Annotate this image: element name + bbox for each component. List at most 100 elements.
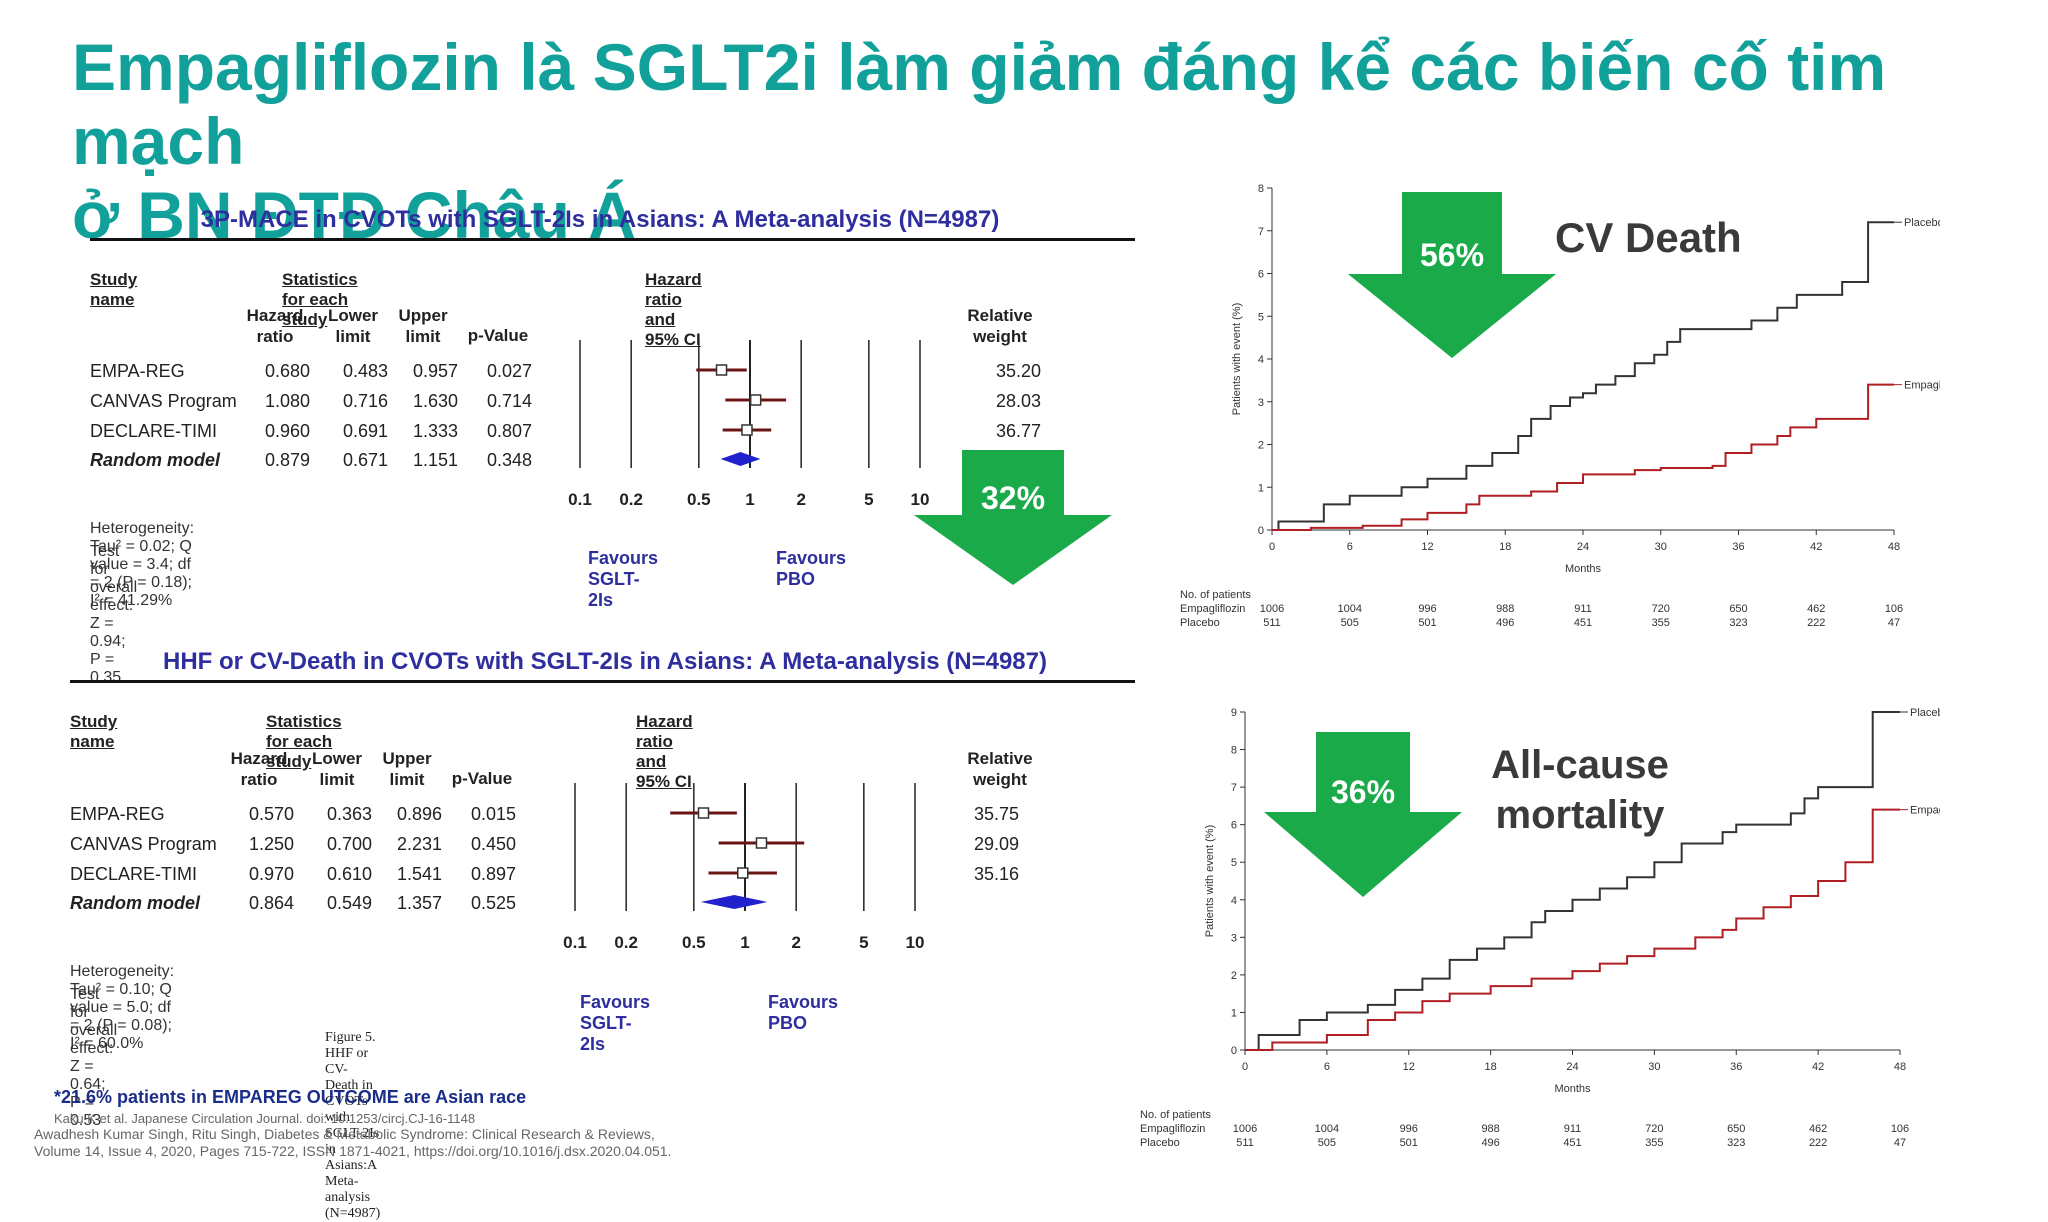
forest1-heterogeneity: Heterogeneity: Tau² = 0.02; Q value = 3.… [90,520,195,609]
forest2-row-hr: 0.970 [248,864,294,884]
forest1-row-p: 0.807 [486,421,532,441]
km2-title: All-cause mortality [1470,740,1690,840]
km-risk-value: 323 [1729,617,1747,629]
km-risk-value: 988 [1481,1123,1499,1135]
km-series-line-placebo [1245,711,1900,1051]
km-x-tick-label: 24 [1577,541,1589,553]
forest1-study-header: Study name [90,270,138,309]
forest-tick-label: 0.5 [682,933,706,952]
km-risk-value: 511 [1236,1137,1254,1149]
forest2-favours-right: Favours PBO [768,992,839,1033]
forest2-favours-left: Favours SGLT-2Is [580,992,651,1054]
km-risk-value: 451 [1563,1137,1581,1149]
km-y-tick-label: 7 [1258,226,1264,238]
forest-point-marker [741,424,753,436]
km-risk-value: 462 [1807,603,1825,615]
forest1-row-lower: 0.716 [342,391,388,411]
forest2-row-lower: 0.363 [326,804,372,824]
forest2-row-p: 0.015 [470,804,516,824]
forest2-col-hr-l1: Hazard [230,749,288,768]
km-y-tick-label: 8 [1258,183,1264,195]
forest1-row-weight: 35.20 [996,361,1042,381]
forest1-row-name: EMPA-REG [90,361,185,381]
forest1-row-lower: 0.671 [342,450,388,470]
forest2-col-weight: Relative weight [955,748,1045,790]
forest1-row-hr: 0.879 [264,450,310,470]
forest2-row-name: CANVAS Program [70,834,217,854]
km-x-tick-label: 18 [1499,541,1511,553]
down-arrow-icon [1348,192,1556,358]
km-risk-value: 505 [1341,617,1359,629]
km-risk-value: 911 [1574,603,1592,615]
forest1-col-upper-l2: limit [405,327,441,346]
km-risk-value: 911 [1564,1123,1582,1135]
km-x-tick-label: 6 [1324,1061,1330,1073]
forest-tick-label: 2 [791,933,800,952]
forest1-row-p: 0.027 [486,361,532,381]
forest1-row-name: Random model [90,450,221,470]
forest1-col-lower-l1: Lower [327,306,379,325]
forest-tick-label: 10 [911,490,930,509]
km-series-label: Placebo [1910,707,1940,719]
km-x-tick-label: 12 [1403,1061,1415,1073]
km-y-tick-label: 4 [1258,354,1264,366]
km-x-tick-label: 36 [1730,1061,1742,1073]
forest2-row-name: Random model [70,893,201,913]
km-risk-value: 720 [1645,1123,1663,1135]
forest1-col-p: p-Value [467,326,529,345]
km-x-tick-label: 6 [1347,541,1353,553]
km-risk-table-label: No. of patients [1140,1109,1211,1121]
km1-title: CV Death [1555,214,1742,261]
km-y-tick-label: 3 [1231,932,1237,944]
forest-tick-label: 0.2 [614,933,638,952]
km-x-tick-label: 48 [1894,1061,1906,1073]
km-x-tick-label: 24 [1566,1061,1578,1073]
forest2-row-lower: 0.610 [326,864,372,884]
forest2-overall-effect: Test for overall effect: Z = 0.64; P = 0… [70,986,118,1129]
km-x-tick-label: 12 [1421,541,1433,553]
forest1-col-hr-l1: Hazard [246,306,304,325]
forest2-heterogeneity: Heterogeneity: Tau² = 0.10; Q value = 5.… [70,963,175,1052]
km-y-axis-label: Patients with event (%) [1231,303,1243,416]
km-risk-value: 996 [1400,1123,1418,1135]
forest1-hr-header: Hazard ratio and 95% CI [645,270,702,349]
forest1-row-upper: 1.151 [412,450,458,470]
down-arrow-icon [1264,732,1462,897]
forest1-row-name: CANVAS Program [90,391,237,411]
forest-pooled-diamond [720,452,761,466]
forest1-col-weight-l2: weight [973,327,1027,346]
km-series-line-empagliflozin [1272,383,1894,531]
km-x-tick-label: 30 [1648,1061,1660,1073]
forest2-col-lower-l2: limit [319,770,355,789]
forest-tick-label: 10 [906,933,925,952]
km-x-tick-label: 0 [1269,541,1275,553]
km1-reduction-arrow: 56% [1348,192,1556,358]
km-risk-value: 323 [1727,1137,1745,1149]
km-risk-row-label: Placebo [1180,617,1220,629]
forest1-plot-svg: 0.1 0.2 0.5 1 2 5 10 [568,340,930,509]
km-risk-value: 496 [1481,1137,1499,1149]
forest2-row-p: 0.450 [470,834,516,854]
forest2-row-upper: 2.231 [396,834,442,854]
forest1-row-lower: 0.483 [342,361,388,381]
km-y-tick-label: 6 [1231,820,1237,832]
forest2-col-upper: Upper limit [372,748,442,790]
forest2-study-header: Study name [70,712,118,751]
forest1-reduction-arrow: 32% [912,450,1112,585]
km-risk-value: 501 [1418,617,1436,629]
forest1-favours-left: Favours SGLT-2Is [588,548,659,610]
km-series-line-empagliflozin [1245,808,1900,1051]
km-y-tick-label: 4 [1231,895,1237,907]
km-risk-value: 1006 [1233,1123,1257,1135]
km-series-label: Empagliflozin [1904,380,1940,392]
forest-tick-label: 2 [796,490,805,509]
forest2-row-weight: 35.16 [974,864,1020,884]
km-risk-value: 106 [1891,1123,1909,1135]
forest2-row-weight: 35.75 [974,804,1020,824]
forest2-row-p: 0.897 [470,864,516,884]
km-x-tick-label: 48 [1888,541,1900,553]
km-y-tick-label: 5 [1258,311,1264,323]
forest2-row-weight: 29.09 [974,834,1020,854]
forest1-col-hr: Hazard ratio [240,305,310,347]
forest1-col-upper-l1: Upper [398,306,448,325]
